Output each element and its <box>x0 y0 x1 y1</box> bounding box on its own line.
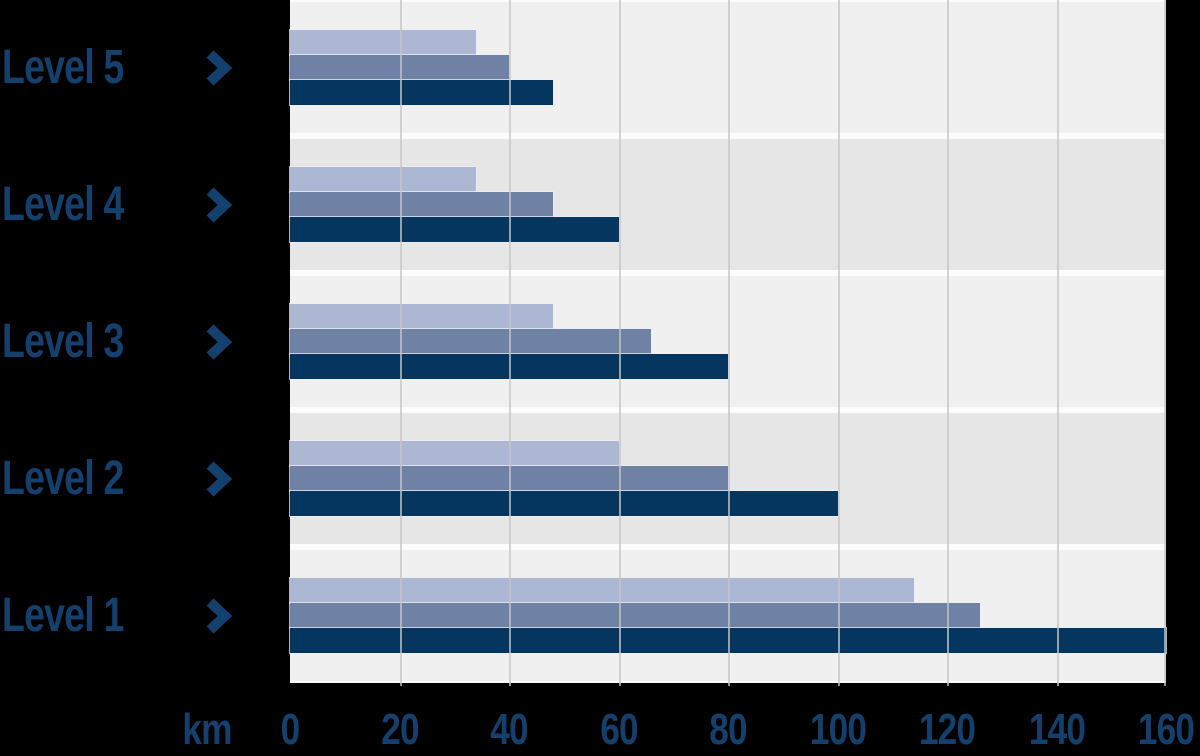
x-tick-label: 60 <box>599 705 638 754</box>
chevron-right-icon <box>206 186 232 223</box>
bar-dark <box>290 491 838 516</box>
chevron-right-icon <box>206 49 232 86</box>
chevron-right-icon <box>206 323 232 360</box>
bar-light <box>290 304 553 329</box>
gridline <box>728 0 730 686</box>
gridline <box>837 0 840 686</box>
category-label: Level 3 <box>2 314 124 368</box>
gridline <box>618 0 621 686</box>
category-label: Level 1 <box>2 588 124 642</box>
gridline <box>1056 0 1059 686</box>
x-tick-label: 80 <box>709 705 747 754</box>
chevron-right-icon <box>206 597 232 634</box>
x-tick-label: 40 <box>490 705 528 754</box>
category-label: Level 5 <box>2 40 124 94</box>
x-tick-label: 120 <box>918 705 976 754</box>
chevron-right-icon <box>206 460 232 497</box>
bar-light <box>290 30 476 55</box>
bar-light <box>290 441 619 466</box>
gridline <box>399 0 402 686</box>
x-tick-label: 160 <box>1137 705 1195 754</box>
x-tick-label: 20 <box>380 705 419 754</box>
x-axis: km 0 20 40 60 80 100 120 140 160 <box>0 708 1200 756</box>
bar-light <box>290 578 914 603</box>
bar-medium <box>290 329 651 354</box>
bar-dark <box>290 80 553 105</box>
x-tick-label: 0 <box>280 705 301 754</box>
bar-medium <box>290 603 980 628</box>
x-axis-unit-label: km <box>182 705 232 754</box>
gridline <box>509 0 511 686</box>
bar-dark <box>290 217 619 242</box>
x-tick-label: 140 <box>1028 705 1085 754</box>
x-tick-label: 100 <box>809 705 866 754</box>
bar-medium <box>290 192 553 217</box>
category-label: Level 2 <box>2 451 124 505</box>
gridline <box>947 0 949 686</box>
bar-light <box>290 167 476 192</box>
gridline <box>1164 0 1166 686</box>
category-label: Level 4 <box>2 177 124 231</box>
